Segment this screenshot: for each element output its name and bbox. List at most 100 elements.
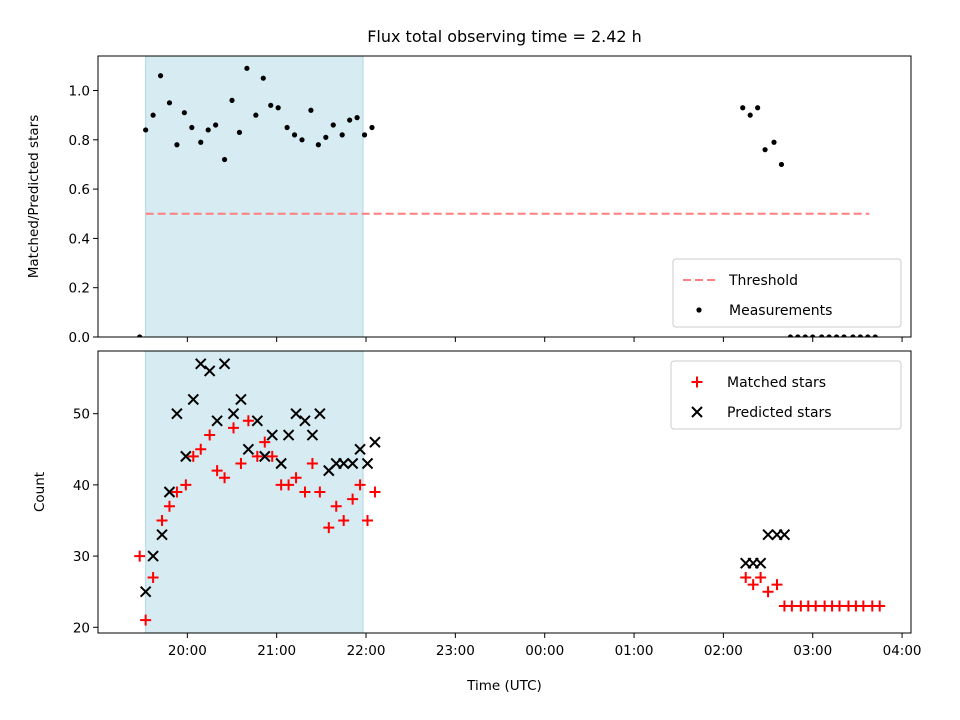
- predicted-stars-point: [354, 443, 366, 455]
- count-y-axis: 20 30 40 50: [73, 407, 98, 636]
- matched-stars-point: [369, 486, 381, 498]
- matched-stars-point: [180, 479, 192, 491]
- measurements-point: [236, 129, 243, 136]
- legend-label: Predicted stars: [727, 405, 832, 421]
- predicted-stars-point: [299, 415, 311, 427]
- measurements-point: [755, 105, 761, 111]
- matched-stars-point: [290, 472, 302, 484]
- measurements-point: [253, 112, 259, 118]
- matched-stars-point: [242, 415, 254, 427]
- predicted-stars-point: [754, 557, 767, 569]
- measurements-point: [819, 334, 825, 337]
- matched-stars-point: [211, 465, 223, 477]
- measurements-point: [802, 334, 808, 337]
- measurements-point: [137, 334, 143, 337]
- measurements-point: [771, 139, 777, 145]
- matched-stars-point: [771, 579, 783, 591]
- matched-stars-point: [140, 614, 152, 626]
- predicted-stars-point: [778, 529, 791, 541]
- measurements-point: [778, 161, 785, 168]
- matched-stars-point: [156, 514, 168, 526]
- y-tick-label: 50: [73, 407, 90, 423]
- ratio-y-axis-label: Matched/Predicted stars: [26, 115, 42, 278]
- measurements-point: [268, 102, 274, 108]
- measurements-point: [205, 127, 211, 133]
- observing-window-span: [145, 55, 364, 338]
- predicted-stars-point: [156, 529, 168, 541]
- matched-stars-point: [163, 500, 175, 512]
- predicted-stars-point: [195, 358, 207, 370]
- ratio-x-axis: [186, 337, 903, 342]
- count-x-axis: 20:00 21:00 22:00 23:00 00:00 01:00 02:00 03:00…: [168, 633, 922, 659]
- predicted-stars-point: [180, 450, 192, 463]
- measurements-point: [369, 124, 375, 131]
- measurements-point: [339, 132, 345, 138]
- measurements-point: [174, 142, 180, 148]
- matched-stars-point: [354, 479, 366, 491]
- x-tick-label: 21:00: [257, 643, 296, 659]
- measurements-point: [291, 132, 298, 138]
- predicted-stars-point: [306, 429, 319, 441]
- predicted-stars-point: [346, 457, 359, 470]
- x-tick-label: 03:00: [793, 643, 832, 659]
- measurements-point: [347, 117, 353, 123]
- y-tick-label: 0.4: [69, 231, 90, 247]
- y-tick-label: 1.0: [69, 84, 90, 100]
- measurements-point: [826, 334, 832, 337]
- measurements-point: [229, 97, 235, 103]
- predicted-stars-point: [227, 407, 240, 420]
- predicted-stars-point: [171, 407, 183, 420]
- matched-stars-point: [266, 450, 278, 462]
- matched-stars-point: [187, 450, 199, 462]
- x-tick-label: 23:00: [436, 643, 475, 659]
- matched-stars-point: [362, 514, 374, 526]
- predicted-stars-point: [762, 529, 774, 541]
- predicted-stars-point: [187, 393, 200, 406]
- matched-stars-point: [171, 486, 183, 498]
- x-tick-label: 04:00: [883, 643, 922, 659]
- y-tick-label: 0.8: [69, 133, 90, 149]
- matched-stars-point: [306, 458, 318, 470]
- matched-stars-point: [134, 550, 146, 562]
- y-tick-label: 20: [73, 620, 90, 636]
- predicted-stars-point: [266, 429, 278, 441]
- measurements-point: [284, 124, 290, 131]
- matched-stars-point: [251, 450, 263, 462]
- measurements-point: [181, 110, 187, 116]
- ratio-y-axis: 0.0 0.2 0.4 0.6 0.8 1.0: [69, 84, 98, 346]
- predicted-stars-point: [242, 443, 255, 455]
- count-x-axis-label: Time (UTC): [466, 678, 542, 694]
- measurements-point: [221, 156, 228, 163]
- measurements-point: [872, 334, 878, 337]
- predicted-stars-point: [361, 457, 374, 470]
- measurements-point: [762, 147, 768, 153]
- y-tick-label: 0.0: [69, 330, 90, 346]
- measurements-point: [841, 334, 847, 337]
- measurements-point: [865, 334, 871, 337]
- predicted-stars-point: [139, 585, 152, 598]
- predicted-stars-point: [211, 415, 223, 427]
- matched-stars-point: [283, 479, 295, 491]
- count-legend: Matched stars Predicted stars: [670, 360, 902, 430]
- matched-stars-point: [755, 571, 767, 583]
- measurements-point: [833, 334, 840, 337]
- measurements-point: [260, 75, 266, 81]
- count-y-axis-label: Count: [32, 472, 48, 512]
- matched-stars-point: [299, 486, 311, 498]
- x-tick-label: 20:00: [168, 643, 207, 659]
- predicted-stars-point: [369, 436, 381, 448]
- x-tick-label: 00:00: [525, 643, 564, 659]
- measurements-point: [747, 112, 753, 118]
- measurements-point: [308, 107, 314, 113]
- matched-stars-point: [330, 500, 342, 512]
- predicted-stars-point: [275, 457, 287, 470]
- measurements-point: [361, 132, 368, 138]
- measurements-point: [323, 134, 329, 140]
- measurements-point: [354, 115, 360, 121]
- measurements-point: [330, 122, 336, 128]
- predicted-stars-point: [290, 407, 302, 420]
- x-tick-label: 01:00: [615, 643, 654, 659]
- measurements-point: [150, 112, 156, 118]
- measurements-point: [213, 122, 219, 128]
